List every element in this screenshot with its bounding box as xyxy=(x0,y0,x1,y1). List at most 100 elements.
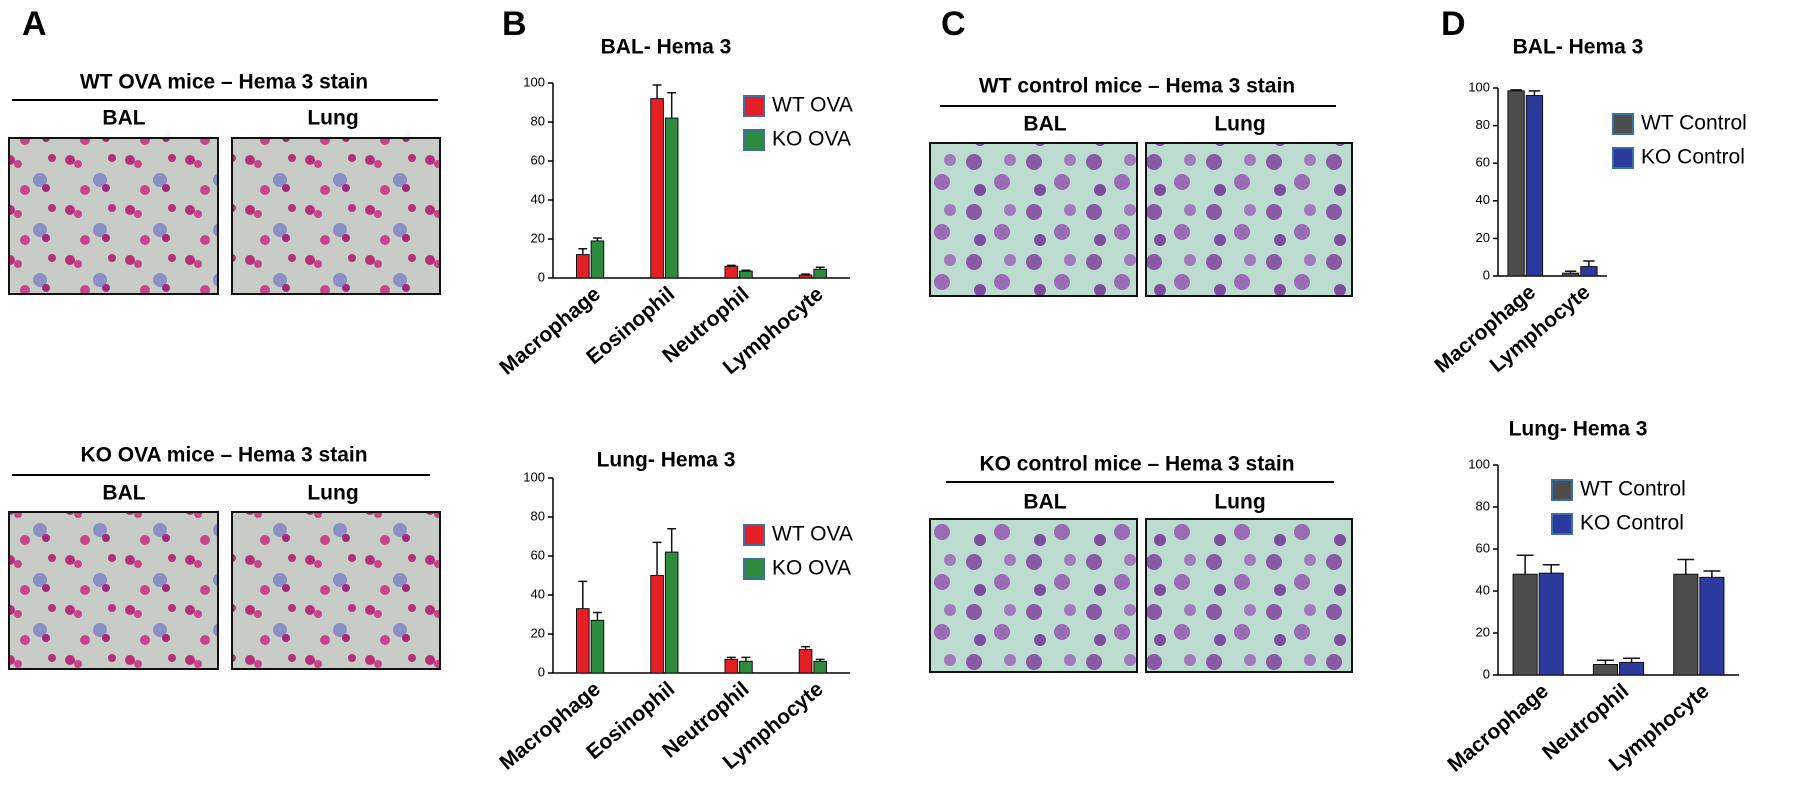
y-tick-label: 60 xyxy=(531,152,545,167)
column-label: BAL xyxy=(102,107,145,130)
bar xyxy=(724,658,739,674)
legend-label: WT Control xyxy=(1641,112,1747,135)
error-bar xyxy=(593,611,602,621)
bar xyxy=(1592,664,1619,676)
y-tick-label: 100 xyxy=(523,469,545,484)
micrograph-title: KO OVA mice – Hema 3 stain xyxy=(80,444,367,467)
column-label: BAL xyxy=(102,482,145,505)
chart-title: BAL- Hema 3 xyxy=(601,36,732,59)
micrograph xyxy=(929,518,1138,673)
x-tick-label: Macrophage xyxy=(495,282,605,379)
y-tick-label: 100 xyxy=(523,74,545,89)
error-bar xyxy=(1542,564,1560,574)
error-bar xyxy=(1516,554,1534,575)
bar xyxy=(1525,95,1544,277)
error-bar xyxy=(667,92,677,119)
legend-label: WT Control xyxy=(1580,478,1686,501)
micrograph-title: KO control mice – Hema 3 stain xyxy=(979,453,1294,476)
error-bar xyxy=(801,645,810,650)
y-tick-label: 20 xyxy=(531,625,545,640)
chart-title: Lung- Hema 3 xyxy=(597,449,736,472)
legend-label: KO Control xyxy=(1580,512,1684,535)
y-tick-label: 40 xyxy=(531,191,545,206)
error-bar xyxy=(1510,89,1522,91)
micrograph xyxy=(231,511,441,670)
legend-swatch xyxy=(743,95,765,117)
legend-label: KO OVA xyxy=(772,128,851,151)
x-tick-label: Macrophage xyxy=(1443,679,1553,776)
bar xyxy=(798,274,813,279)
error-bar xyxy=(593,237,602,241)
bar xyxy=(1619,661,1645,676)
error-bar xyxy=(726,264,736,267)
micrograph-title: WT OVA mice – Hema 3 stain xyxy=(80,71,368,94)
bar xyxy=(590,619,605,674)
error-bar xyxy=(726,656,736,660)
micrograph xyxy=(231,137,441,295)
chart-title: BAL- Hema 3 xyxy=(1513,36,1644,59)
error-bar xyxy=(1528,90,1541,96)
error-bar xyxy=(652,541,662,576)
bar xyxy=(813,660,827,674)
column-label: Lung xyxy=(307,482,358,505)
y-tick-label: 20 xyxy=(1476,624,1490,639)
legend-swatch xyxy=(1551,479,1573,501)
bar xyxy=(1561,272,1580,277)
legend-label: KO Control xyxy=(1641,146,1745,169)
bar xyxy=(650,98,664,279)
legend-swatch xyxy=(1612,147,1634,169)
y-tick-label: 60 xyxy=(531,547,545,562)
micrograph xyxy=(929,142,1138,297)
y-tick-label: 100 xyxy=(1468,79,1490,94)
bar xyxy=(798,649,813,674)
y-tick-label: 60 xyxy=(1476,155,1490,170)
error-bar xyxy=(1623,657,1640,663)
error-bar xyxy=(578,248,588,255)
y-tick-label: 20 xyxy=(1476,230,1490,245)
bar xyxy=(650,575,664,674)
y-tick-label: 60 xyxy=(1476,540,1490,555)
bar xyxy=(739,660,753,674)
micrograph-title: WT control mice – Hema 3 stain xyxy=(979,75,1295,98)
y-tick-label: 0 xyxy=(538,664,545,679)
panel-label: A xyxy=(22,5,47,43)
y-tick-label: 0 xyxy=(1483,267,1490,282)
micrograph xyxy=(8,137,219,295)
legend-swatch xyxy=(1551,513,1573,535)
panel-label: C xyxy=(941,5,966,43)
chart-title: Lung- Hema 3 xyxy=(1509,418,1648,441)
error-bar xyxy=(1597,659,1614,665)
y-tick-label: 40 xyxy=(531,586,545,601)
micrograph xyxy=(8,511,219,670)
error-bar xyxy=(578,580,588,609)
y-tick-label: 80 xyxy=(531,508,545,523)
bar xyxy=(576,608,590,674)
error-bar xyxy=(652,84,662,99)
micrograph xyxy=(1145,142,1353,297)
error-bar xyxy=(1583,260,1595,267)
x-tick-label: Macrophage xyxy=(495,677,605,774)
error-bar xyxy=(1564,270,1577,274)
micrograph xyxy=(1145,518,1353,673)
legend-swatch xyxy=(1612,113,1634,135)
legend-label: KO OVA xyxy=(772,557,851,580)
bar xyxy=(1507,90,1525,277)
bar xyxy=(664,551,679,674)
y-tick-label: 40 xyxy=(1476,582,1490,597)
error-bar xyxy=(667,527,677,553)
bar xyxy=(1580,266,1598,277)
y-tick-label: 40 xyxy=(1476,192,1490,207)
y-tick-label: 20 xyxy=(531,230,545,245)
column-label: Lung xyxy=(1214,113,1265,136)
error-bar xyxy=(815,266,825,270)
y-tick-label: 0 xyxy=(1483,666,1490,681)
y-tick-label: 80 xyxy=(1476,117,1490,132)
y-tick-label: 80 xyxy=(1476,498,1490,513)
bar xyxy=(724,265,739,279)
legend-swatch xyxy=(743,129,765,151)
error-bar xyxy=(1677,558,1695,575)
error-bar xyxy=(801,273,810,276)
y-tick-label: 100 xyxy=(1468,456,1490,471)
legend-swatch xyxy=(743,558,765,580)
